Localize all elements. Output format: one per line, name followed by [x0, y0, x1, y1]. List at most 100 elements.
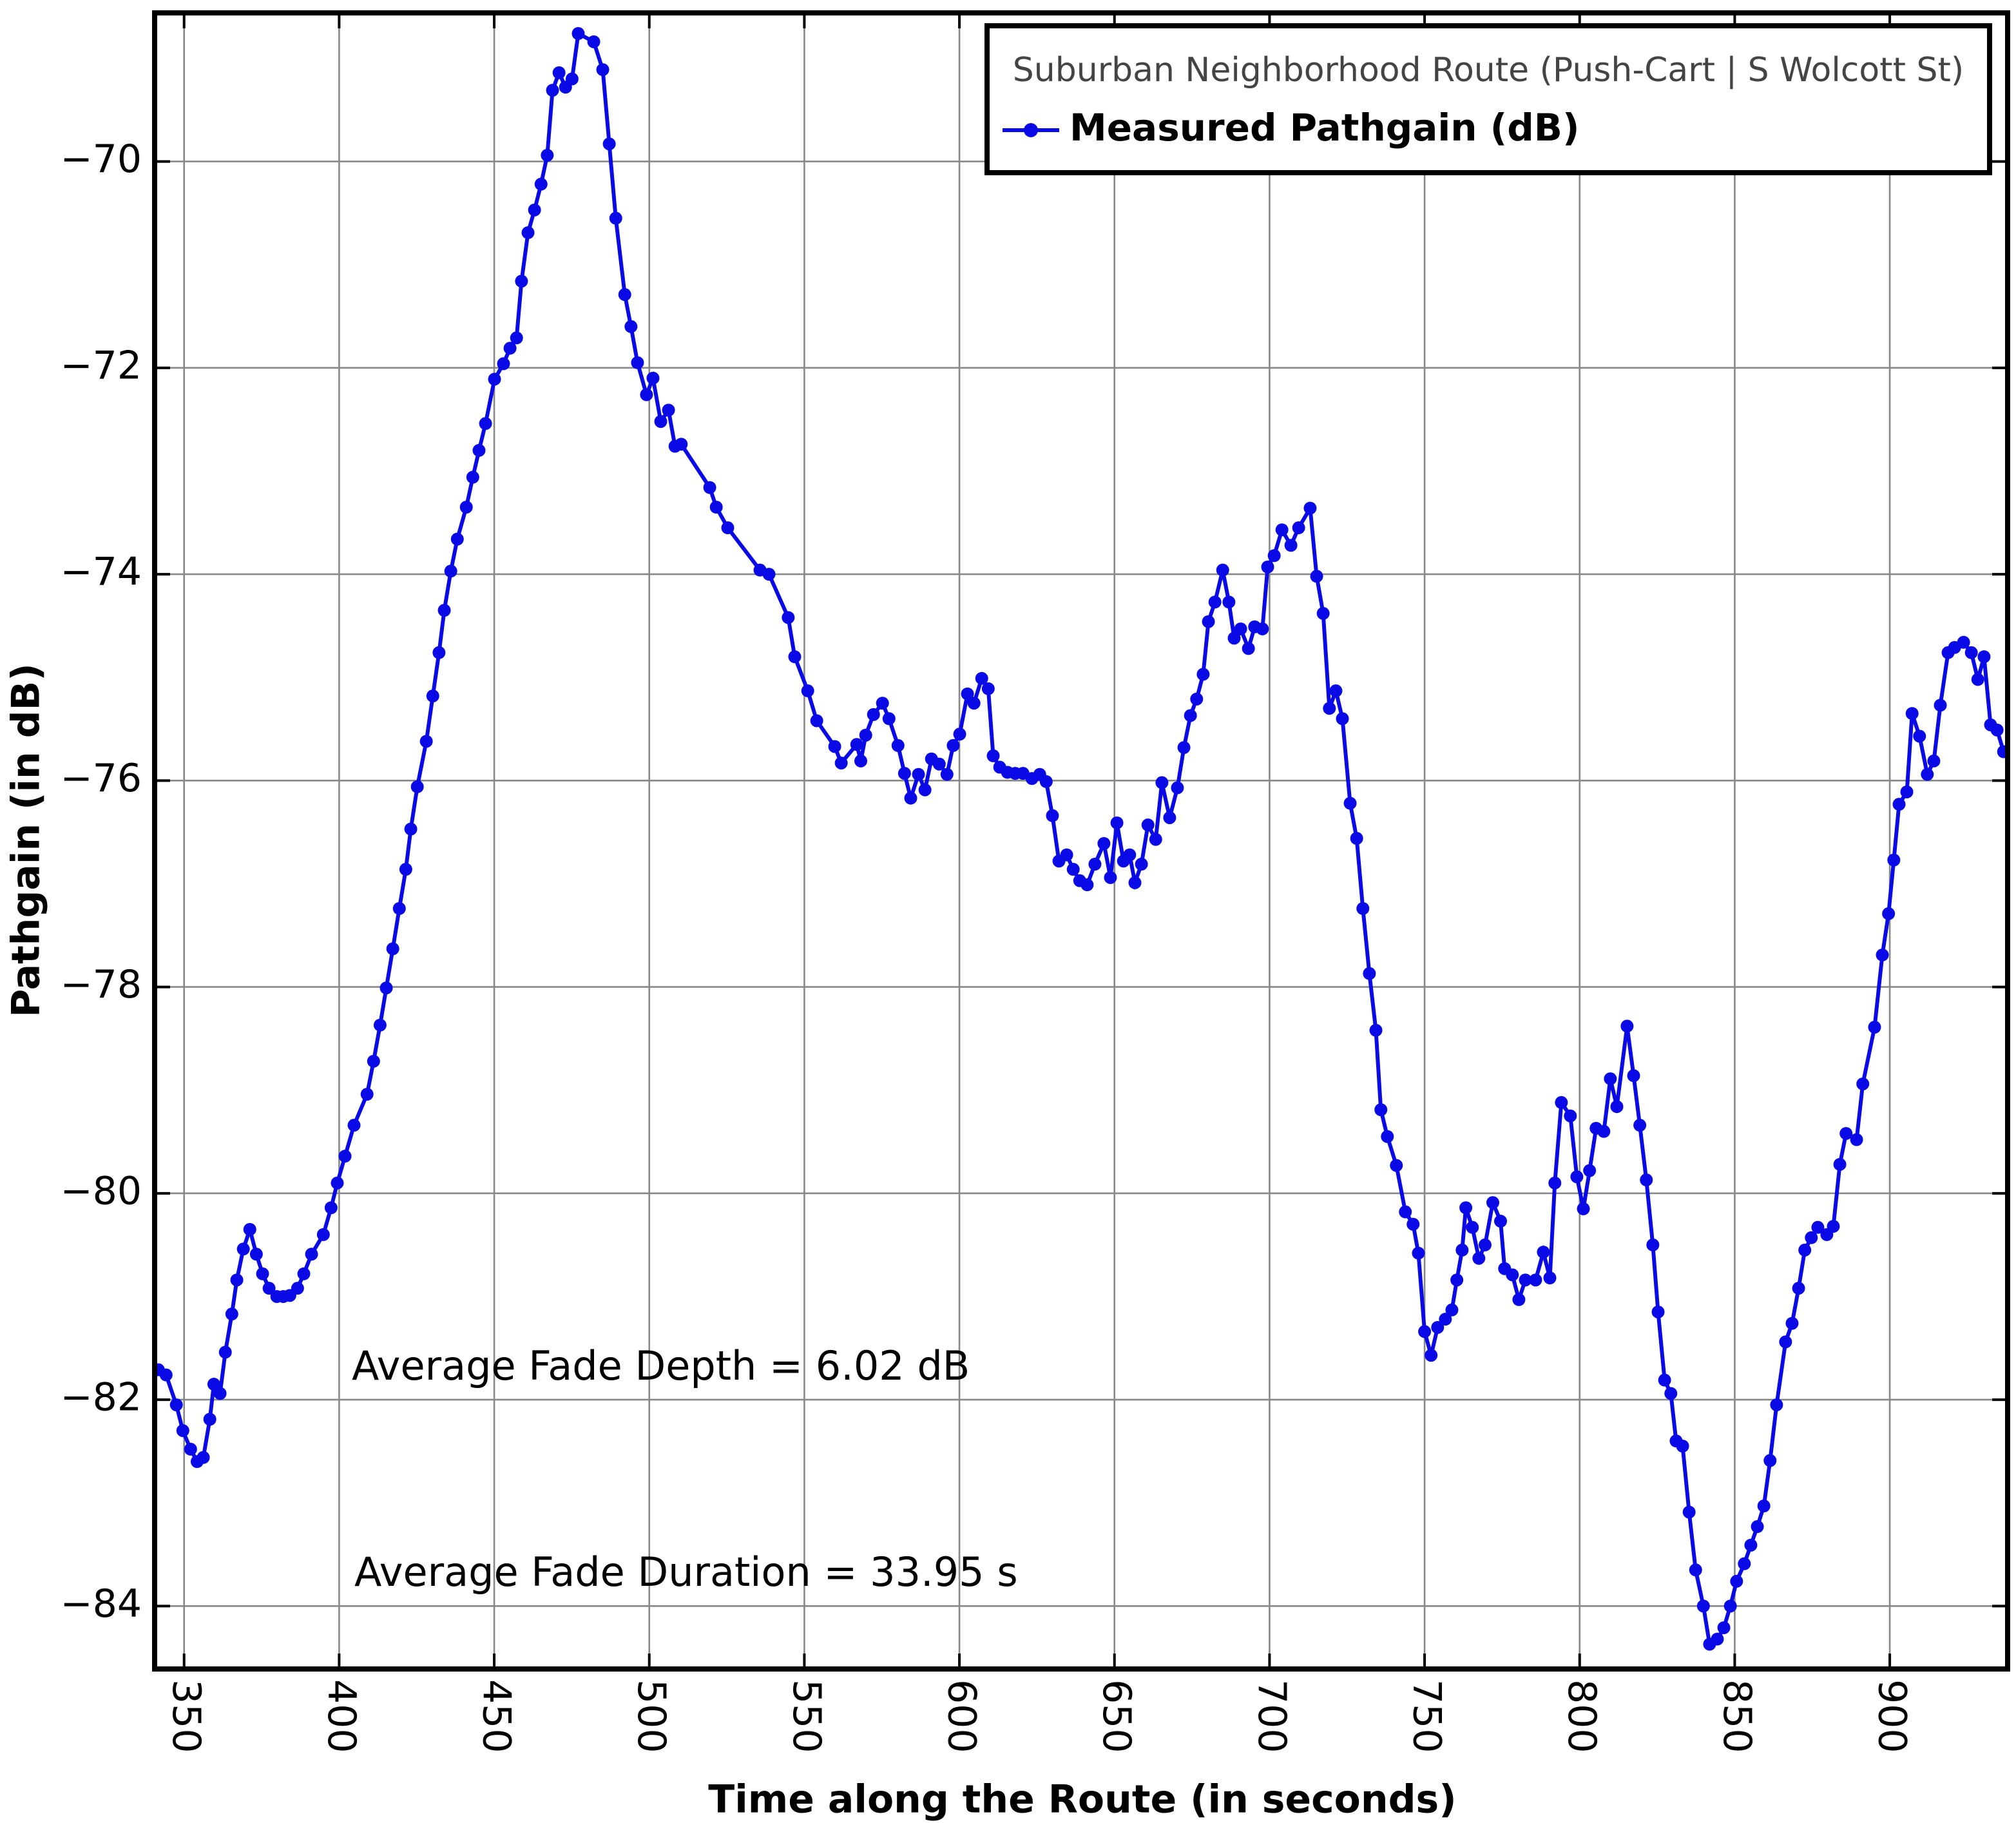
data-point — [1882, 907, 1896, 920]
data-point — [316, 1228, 330, 1241]
data-point — [546, 84, 559, 97]
data-point — [1135, 858, 1148, 871]
data-point — [654, 415, 667, 429]
data-point — [891, 738, 905, 752]
data-point — [1425, 1349, 1438, 1362]
data-point — [399, 863, 412, 876]
data-point — [1196, 668, 1210, 681]
data-point — [1472, 1251, 1486, 1265]
data-point — [602, 137, 616, 151]
data-point — [1640, 1173, 1653, 1187]
data-point — [243, 1222, 256, 1236]
data-point — [392, 902, 406, 915]
data-point — [534, 177, 548, 191]
data-point — [1445, 1303, 1459, 1317]
data-point — [236, 1242, 250, 1256]
y-tick-label: −84 — [60, 1581, 142, 1626]
data-point — [1303, 501, 1317, 515]
data-point — [169, 1398, 183, 1412]
x-tick-label: 350 — [164, 1679, 209, 1753]
data-point — [450, 532, 464, 546]
data-point — [1284, 539, 1298, 552]
data-point — [1658, 1373, 1671, 1387]
data-point — [571, 27, 585, 41]
data-point — [850, 738, 863, 751]
data-point — [1564, 1109, 1577, 1123]
data-point — [1543, 1271, 1557, 1285]
data-point — [1664, 1387, 1678, 1400]
data-point — [596, 63, 610, 77]
data-point — [1149, 833, 1162, 846]
data-point — [1177, 741, 1191, 755]
data-point — [1730, 1574, 1743, 1588]
data-point — [1123, 848, 1137, 862]
data-point — [1577, 1202, 1590, 1215]
data-point — [953, 728, 966, 741]
data-point — [426, 690, 439, 703]
data-point — [1651, 1305, 1665, 1318]
data-point — [338, 1150, 352, 1163]
data-point — [1876, 948, 1889, 961]
plot-area — [155, 27, 2008, 1651]
data-point — [1610, 1100, 1624, 1114]
data-point — [1261, 560, 1274, 574]
data-point — [859, 728, 872, 742]
data-point — [1336, 712, 1349, 726]
data-point — [1310, 570, 1323, 583]
y-tick-label: −82 — [60, 1375, 142, 1420]
data-point — [1633, 1119, 1647, 1132]
y-axis-label: Pathgain (in dB) — [4, 663, 49, 1018]
data-point — [1234, 622, 1247, 635]
data-point — [662, 403, 675, 417]
data-point — [1431, 1320, 1445, 1334]
data-point — [419, 735, 433, 748]
data-point — [631, 356, 644, 369]
data-point — [379, 981, 393, 995]
data-point — [1399, 1205, 1412, 1219]
data-point — [1744, 1538, 1758, 1552]
data-point — [184, 1442, 197, 1456]
data-point — [1805, 1231, 1818, 1244]
data-point — [521, 226, 535, 240]
data-point — [1128, 876, 1142, 889]
data-point — [1833, 1157, 1847, 1171]
data-point — [1184, 709, 1197, 722]
data-point — [515, 275, 528, 288]
data-point — [203, 1413, 216, 1426]
data-point — [1977, 650, 1991, 664]
y-tick-label: −72 — [60, 343, 142, 388]
y-tick-label: −70 — [60, 137, 142, 182]
data-point — [801, 684, 814, 698]
data-point — [1202, 615, 1215, 628]
data-point — [1039, 775, 1053, 788]
data-point — [1934, 699, 1947, 712]
data-point — [503, 342, 517, 355]
data-point — [1466, 1220, 1479, 1234]
data-point — [197, 1451, 210, 1464]
y-tick-label: −76 — [60, 756, 142, 801]
data-point — [1583, 1164, 1597, 1177]
data-point — [1141, 818, 1155, 832]
x-tick-label: 800 — [1559, 1679, 1604, 1753]
data-point — [986, 749, 1000, 762]
data-point — [367, 1054, 380, 1068]
data-point — [646, 371, 660, 385]
data-point — [1682, 1505, 1696, 1519]
data-point — [1267, 549, 1281, 563]
data-point — [1316, 606, 1330, 620]
data-point — [1887, 853, 1901, 867]
data-point — [176, 1424, 189, 1438]
y-tick-label: −80 — [60, 1168, 142, 1213]
data-point — [410, 780, 424, 793]
data-point — [1604, 1072, 1617, 1086]
data-point — [1519, 1273, 1532, 1287]
x-tick-label: 600 — [939, 1679, 984, 1753]
data-point — [867, 708, 880, 721]
data-point — [1066, 863, 1080, 876]
data-point — [1627, 1069, 1640, 1083]
data-point — [347, 1119, 361, 1132]
data-point — [1900, 785, 1914, 798]
data-point — [373, 1018, 387, 1032]
data-point — [528, 203, 541, 217]
